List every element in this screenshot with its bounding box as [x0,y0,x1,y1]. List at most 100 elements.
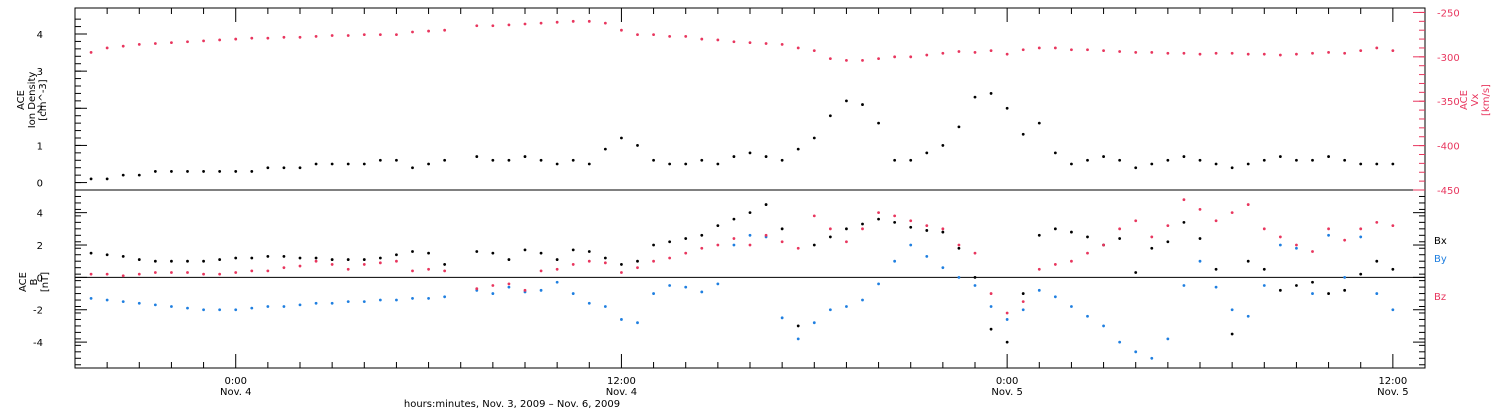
data-point [861,58,864,62]
data-point [346,162,350,166]
data-point [684,237,688,240]
data-point [411,166,414,170]
data-point [764,42,768,45]
data-point [1037,233,1041,237]
data-point [828,308,832,312]
data-point [748,211,752,215]
data-point [700,233,704,237]
data-point [780,240,784,244]
data-point [684,162,688,166]
data-point [796,46,800,50]
data-point [1375,292,1379,295]
data-point [395,259,398,263]
data-point [266,254,270,258]
data-point [507,158,511,162]
data-point [282,166,286,170]
data-point [636,266,639,270]
data-point [1230,211,1234,215]
data-point [153,170,157,173]
data-point [652,259,655,263]
data-point [523,22,527,26]
data-point [1134,50,1138,54]
data-point [941,227,945,231]
data-point [1118,50,1122,53]
x-tick-label: 0:00 [996,376,1018,387]
data-point [250,36,254,40]
top-left-tick-label: 4 [37,30,43,41]
data-point [796,147,800,151]
data-point [957,125,961,129]
data-point [1391,224,1395,228]
data-point [1150,162,1154,166]
data-point [861,103,864,106]
data-point [121,173,125,177]
data-point [491,24,495,28]
data-point [218,308,222,312]
data-point [636,321,639,325]
data-point [1166,51,1170,55]
data-point [603,21,607,25]
data-point [845,99,848,103]
data-point [170,259,173,263]
data-point [1005,106,1009,110]
data-point [1214,285,1218,289]
data-point [1359,162,1363,166]
data-point [989,49,993,53]
data-point [395,158,398,162]
data-point [1086,314,1089,318]
data-point [1214,267,1218,271]
data-point [121,274,125,278]
data-point [861,222,864,226]
data-point [1005,311,1009,315]
data-point [909,219,913,223]
top-ion-density-series [89,92,1395,181]
data-point [362,33,366,37]
data-point [748,151,752,155]
data-point [137,272,141,276]
data-point [973,251,977,255]
data-point [620,136,623,140]
top-vx-series [89,19,1395,62]
data-point [1214,162,1218,166]
data-point [1198,259,1202,263]
data-point [1198,208,1202,211]
data-point [1053,295,1057,299]
data-point [1150,235,1154,239]
top-right-axis-line: Vx [1470,94,1481,107]
data-point [861,227,864,231]
data-point [1118,227,1122,231]
data-point [1198,237,1202,240]
data-point [1327,50,1330,54]
data-point [378,298,382,302]
data-point [475,250,479,253]
data-point [571,292,575,295]
data-point [153,259,157,263]
data-point [362,300,366,304]
data-point [1359,272,1363,276]
data-point [780,158,784,162]
data-point [764,155,768,158]
data-point [1086,251,1089,255]
data-point [153,42,157,45]
data-point [298,166,302,170]
data-point [1391,267,1395,271]
data-point [1005,318,1009,321]
data-point [1021,300,1025,304]
data-point [1086,235,1089,239]
data-point [1198,52,1202,56]
data-point [491,251,495,255]
data-point [555,162,559,166]
data-point [539,158,543,162]
data-point [845,240,848,244]
data-point [941,230,945,234]
data-point [1343,51,1347,55]
data-point [1021,308,1025,312]
bottom-bz-series [89,198,1395,315]
data-point [105,272,109,276]
data-point [989,305,993,308]
data-point [1391,162,1395,166]
data-point [1230,308,1234,312]
data-point [1230,51,1234,55]
data-point [1102,243,1105,247]
data-point [1343,158,1347,162]
